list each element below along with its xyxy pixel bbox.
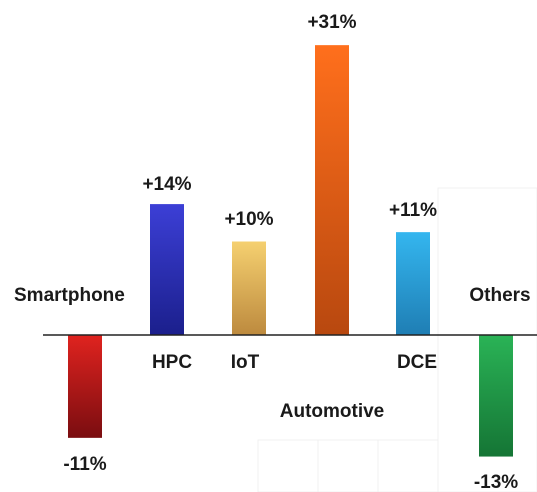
value-label-dce: +11%: [389, 200, 437, 221]
bar-dce: [396, 232, 430, 335]
category-label-automotive: Automotive: [280, 401, 385, 422]
value-label-hpc: +14%: [142, 174, 191, 195]
category-label-hpc: HPC: [152, 352, 192, 373]
category-label-others: Others: [469, 285, 530, 306]
category-label-smartphone: Smartphone: [14, 285, 125, 306]
value-label-others: -13%: [474, 472, 518, 492]
bar-others: [479, 335, 513, 457]
bar-iot: [232, 242, 266, 336]
category-label-dce: DCE: [397, 352, 437, 373]
category-label-iot: IoT: [231, 352, 260, 373]
bar-hpc: [150, 204, 184, 335]
value-label-smartphone: -11%: [63, 454, 106, 475]
value-label-automotive: +31%: [307, 12, 356, 33]
bars-layer: [68, 45, 513, 456]
value-label-iot: +10%: [224, 209, 273, 230]
bar-smartphone: [68, 335, 102, 438]
bar-automotive: [315, 45, 349, 335]
